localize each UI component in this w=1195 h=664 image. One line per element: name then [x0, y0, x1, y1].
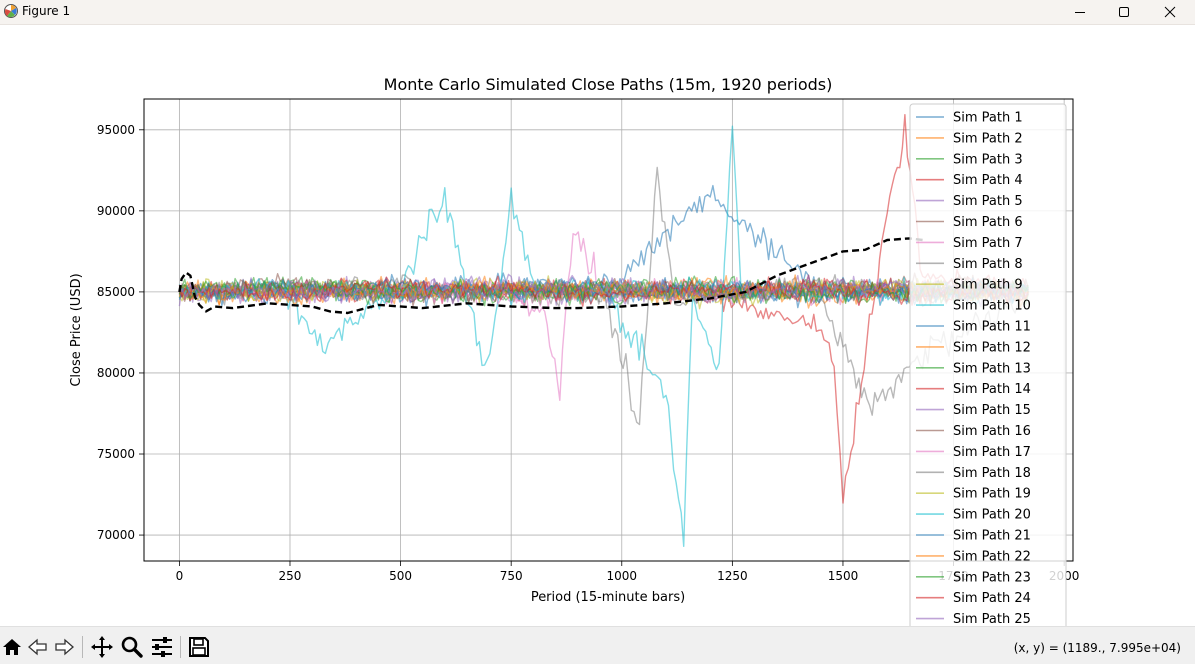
close-button[interactable] — [1147, 0, 1193, 24]
window-titlebar: Figure 1 — [0, 0, 1195, 25]
legend: Sim Path 1 Sim Path 2 Sim Path 3 Sim Path 4… — [909, 103, 1067, 626]
y-tick-label: 80000 — [97, 366, 135, 380]
maximize-icon — [1119, 7, 1129, 17]
pan-icon — [91, 636, 113, 658]
y-axis-label: Close Price (USD) — [69, 273, 84, 386]
legend-entry-label: Sim Path 16 — [953, 424, 1031, 439]
pan-button[interactable] — [90, 635, 114, 659]
toolbar-separator — [180, 636, 181, 658]
home-button[interactable] — [0, 635, 24, 659]
sim-path-line — [178, 113, 1029, 504]
y-tick-label: 75000 — [97, 447, 135, 461]
legend-entry-label: Sim Path 19 — [953, 487, 1031, 502]
back-button[interactable] — [26, 635, 50, 659]
plot-area-frame — [143, 98, 1074, 562]
legend-entry-label: Sim Path 15 — [953, 403, 1031, 418]
actual-path-layer — [178, 237, 923, 315]
sim-path-line — [178, 275, 1029, 307]
legend-entry-label: Sim Path 13 — [953, 361, 1031, 376]
legend-entry-label: Sim Path 2 — [953, 131, 1023, 146]
zoom-button[interactable] — [120, 635, 144, 659]
sim-path-line — [178, 277, 1029, 305]
legend-entry-label: Sim Path 12 — [953, 340, 1031, 355]
legend-entry-label: Sim Path 17 — [953, 445, 1031, 460]
x-tick-label: 1000 — [606, 569, 637, 583]
legend-entry-label: Sim Path 22 — [953, 549, 1031, 564]
legend-entry-label: Sim Path 3 — [953, 152, 1023, 167]
legend-entry-label: Sim Path 23 — [953, 570, 1031, 585]
legend-entry-label: Sim Path 21 — [953, 529, 1031, 544]
legend-entry-label: Sim Path 18 — [953, 466, 1031, 481]
matplotlib-icon — [4, 4, 18, 18]
sim-path-line — [178, 231, 1029, 401]
home-icon — [3, 639, 21, 655]
sim-path-line — [178, 125, 1029, 547]
coordinate-readout: (x, y) = (1189., 7.995e+04) — [1013, 641, 1181, 655]
legend-entry-label: Sim Path 6 — [953, 215, 1023, 230]
save-icon — [189, 637, 209, 657]
toolbar-separator — [82, 636, 83, 658]
x-tick-label: 1250 — [717, 569, 748, 583]
x-tick-label: 500 — [389, 569, 412, 583]
back-icon — [28, 638, 47, 656]
maximize-button[interactable] — [1101, 0, 1147, 24]
x-axis-label: Period (15-minute bars) — [531, 590, 685, 605]
minimize-icon — [1075, 12, 1085, 13]
window-title: Figure 1 — [22, 4, 71, 18]
y-tick-label: 90000 — [97, 204, 135, 218]
legend-entry-label: Sim Path 5 — [953, 194, 1023, 209]
x-tick-label: 1500 — [828, 569, 859, 583]
legend-entry-label: Sim Path 7 — [953, 236, 1023, 251]
save-button[interactable] — [187, 635, 211, 659]
legend-entry-label: Sim Path 10 — [953, 299, 1031, 314]
x-tick-label: 250 — [279, 569, 302, 583]
x-tick-label: 750 — [500, 569, 523, 583]
legend-frame — [909, 103, 1067, 626]
legend-entry-label: Sim Path 24 — [953, 591, 1031, 606]
configure-subplots-button[interactable] — [150, 635, 174, 659]
monte-carlo-chart[interactable]: Monte Carlo Simulated Close Paths (15m, … — [0, 25, 1195, 626]
close-icon — [1164, 6, 1176, 18]
configure-subplots-icon — [152, 637, 172, 657]
legend-entry-label: Sim Path 8 — [953, 257, 1023, 272]
figure-canvas[interactable]: Monte Carlo Simulated Close Paths (15m, … — [0, 25, 1195, 626]
series-lines — [178, 113, 1029, 547]
y-tick-label: 95000 — [97, 123, 135, 137]
legend-entry-label: Sim Path 11 — [953, 320, 1031, 335]
legend-entry-label: Sim Path 9 — [953, 278, 1023, 293]
chart-title: Monte Carlo Simulated Close Paths (15m, … — [384, 75, 833, 94]
actual-path-line — [178, 237, 923, 315]
zoom-icon — [121, 636, 143, 658]
forward-icon — [55, 638, 74, 656]
legend-entry-label: Sim Path 1 — [953, 111, 1023, 126]
y-tick-label: 85000 — [97, 285, 135, 299]
y-tick-label: 70000 — [97, 528, 135, 542]
legend-entry-label: Sim Path 20 — [953, 508, 1031, 523]
forward-button[interactable] — [52, 635, 76, 659]
legend-entry-label: Sim Path 4 — [953, 173, 1023, 188]
minimize-button[interactable] — [1057, 0, 1103, 24]
x-tick-label: 0 — [176, 569, 184, 583]
sim-path-line — [178, 274, 1029, 305]
legend-entry-label: Sim Path 25 — [953, 612, 1031, 626]
legend-entry-label: Sim Path 14 — [953, 382, 1031, 397]
navigation-toolbar: (x, y) = (1189., 7.995e+04) — [0, 626, 1195, 664]
